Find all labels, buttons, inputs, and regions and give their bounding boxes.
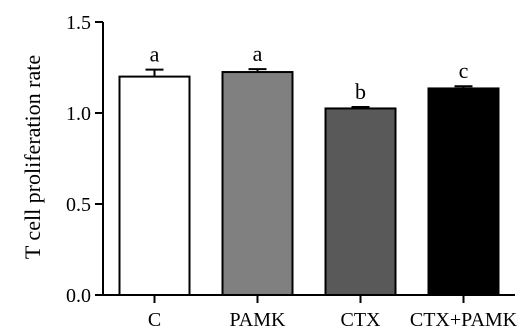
y-tick-label: 1.5 bbox=[66, 12, 91, 34]
significance-letter: c bbox=[459, 58, 469, 83]
x-tick-label: CTX+PAMK bbox=[410, 309, 518, 329]
y-tick-label: 1.0 bbox=[66, 103, 91, 125]
y-axis-label: T cell proliferation rate bbox=[20, 55, 45, 259]
bar bbox=[221, 71, 294, 296]
x-tick-label: CTX bbox=[341, 309, 382, 329]
x-tick-label: PAMK bbox=[230, 309, 287, 329]
significance-letters: a a b c bbox=[150, 41, 469, 104]
y-axis-ticks: 0.0 0.5 1.0 1.5 bbox=[66, 12, 103, 307]
y-tick-label: 0.0 bbox=[66, 285, 91, 307]
significance-letter: a bbox=[253, 41, 263, 66]
significance-letter: a bbox=[150, 42, 160, 67]
error-bars-group bbox=[145, 68, 473, 109]
bars-group bbox=[118, 71, 500, 297]
x-axis-ticks: C PAMK CTX CTX+PAMK bbox=[148, 295, 518, 329]
bar bbox=[427, 87, 500, 297]
x-tick-label: C bbox=[148, 309, 161, 329]
bar bbox=[324, 107, 397, 296]
y-tick-label: 0.5 bbox=[66, 194, 91, 216]
significance-letter: b bbox=[355, 79, 366, 104]
bar bbox=[118, 75, 191, 296]
